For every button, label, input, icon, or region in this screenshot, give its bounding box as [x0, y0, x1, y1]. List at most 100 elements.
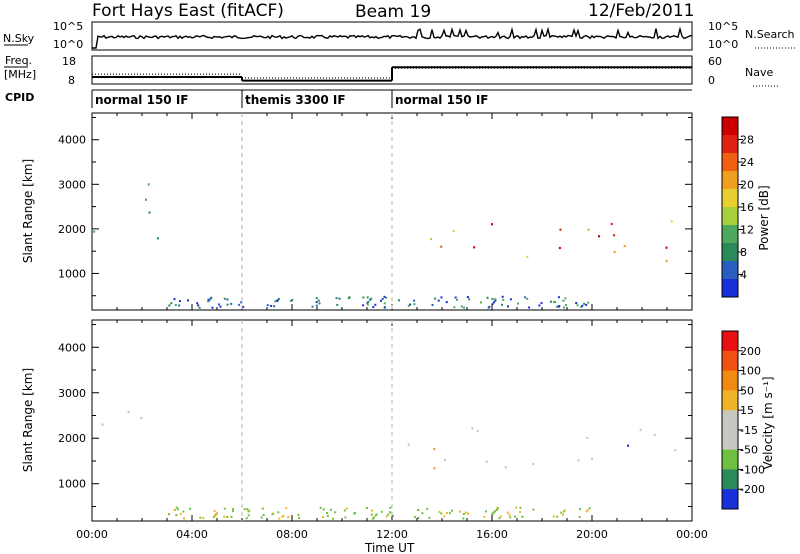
data-cell — [326, 514, 329, 517]
data-cell — [362, 296, 365, 299]
data-cell — [559, 228, 562, 231]
data-cell — [334, 511, 337, 514]
x-axis-title: Time UT — [364, 541, 415, 554]
data-cell — [199, 516, 202, 519]
power-colorbar-swatch — [722, 117, 738, 136]
data-cell — [223, 507, 226, 510]
data-cell — [488, 305, 491, 308]
data-cell — [421, 512, 424, 515]
cpid-segment-label: normal 150 IF — [395, 93, 489, 107]
data-cell — [491, 298, 494, 300]
data-cell — [311, 305, 314, 308]
power-colorbar-tick: 28 — [740, 134, 754, 147]
n-sky-label: N.Sky — [3, 32, 35, 45]
data-cell — [318, 302, 321, 305]
data-cell — [210, 296, 213, 299]
data-cell — [209, 298, 212, 301]
data-cell — [380, 299, 382, 302]
data-cell — [329, 508, 332, 511]
data-cell — [492, 301, 495, 304]
beam-title: Beam 19 — [355, 2, 431, 22]
nave-tick-bottom: 0 — [708, 74, 715, 87]
data-cell — [560, 511, 563, 514]
data-cell — [580, 306, 583, 308]
data-cell — [550, 300, 552, 303]
data-cell — [168, 513, 170, 516]
data-cell — [344, 516, 347, 519]
data-cell — [372, 306, 375, 309]
data-cell — [532, 508, 535, 511]
noise-right-tick-top: 10^5 — [708, 20, 738, 33]
data-cell — [443, 459, 446, 462]
data-cell — [315, 297, 318, 300]
data-cell — [148, 211, 151, 214]
data-cell — [374, 514, 377, 517]
data-cell — [383, 302, 386, 305]
velocity-colorbar-swatch — [722, 350, 738, 372]
data-cell — [246, 508, 249, 511]
data-cell — [639, 428, 642, 431]
power-colorbar-label: Power [dB] — [757, 185, 771, 250]
data-cell — [563, 509, 566, 512]
data-cell — [598, 235, 600, 238]
data-cell — [370, 513, 373, 516]
data-cell — [321, 516, 324, 518]
data-cell — [409, 303, 411, 306]
data-cell — [298, 517, 300, 520]
data-cell — [519, 506, 522, 509]
data-cell — [514, 515, 516, 518]
station-title: Fort Hays East (fitACF) — [92, 1, 284, 21]
data-cell — [381, 298, 384, 300]
data-cell — [362, 304, 365, 307]
data-cell — [270, 305, 273, 307]
velocity-colorbar-tick: 100 — [740, 365, 761, 378]
power-panel: 1000 2000 3000 4000 Slant Range [km] 28 24 20… — [21, 112, 771, 311]
data-cell — [508, 513, 511, 516]
data-cell — [232, 510, 234, 513]
data-cell — [509, 298, 512, 301]
x-tick-label: 12:00 — [376, 528, 408, 541]
velocity-colorbar-swatch — [722, 429, 738, 451]
date-title: 12/Feb/2011 — [588, 1, 694, 21]
power-colorbar-swatch — [722, 243, 738, 262]
cpid-segment-label: normal 150 IF — [95, 93, 189, 107]
data-cell — [497, 507, 499, 510]
x-tick-label: 16:00 — [476, 528, 508, 541]
data-cell — [438, 510, 441, 513]
data-cell — [540, 302, 543, 305]
cpid-label: CPID — [5, 91, 34, 104]
data-cell — [623, 244, 626, 248]
data-cell — [524, 296, 527, 299]
data-cell — [385, 296, 388, 299]
data-cell — [371, 509, 373, 512]
freq-label: Freq. — [5, 54, 32, 67]
data-cell — [454, 296, 457, 299]
data-cell — [565, 304, 567, 307]
data-cell — [276, 299, 279, 302]
data-cell — [440, 512, 443, 515]
y-tick-label: 4000 — [58, 134, 86, 147]
data-cell — [556, 515, 559, 518]
power-colorbar-tick: 24 — [740, 156, 754, 169]
data-cell — [494, 299, 497, 302]
data-cell — [613, 250, 616, 253]
data-cell — [476, 430, 479, 433]
data-cell — [385, 515, 388, 518]
data-cell — [375, 513, 378, 516]
velocity-colorbar-swatch — [722, 370, 738, 391]
y-tick-label: 2000 — [58, 432, 86, 445]
noise-right-tick-bottom: 10^0 — [708, 38, 738, 51]
data-cell — [504, 466, 507, 469]
power-colorbar-swatch — [722, 279, 738, 298]
x-tick-label: 08:00 — [276, 528, 308, 541]
data-cell — [501, 295, 504, 298]
data-cell — [245, 517, 248, 520]
data-cell — [383, 306, 386, 309]
data-cell — [140, 416, 143, 420]
velocity-colorbar-tick: 50 — [740, 384, 754, 397]
freq-tick-bottom: 8 — [68, 74, 75, 87]
data-cell — [460, 305, 463, 308]
data-cell — [586, 436, 589, 439]
data-cell — [389, 511, 392, 514]
data-cell — [372, 516, 375, 519]
